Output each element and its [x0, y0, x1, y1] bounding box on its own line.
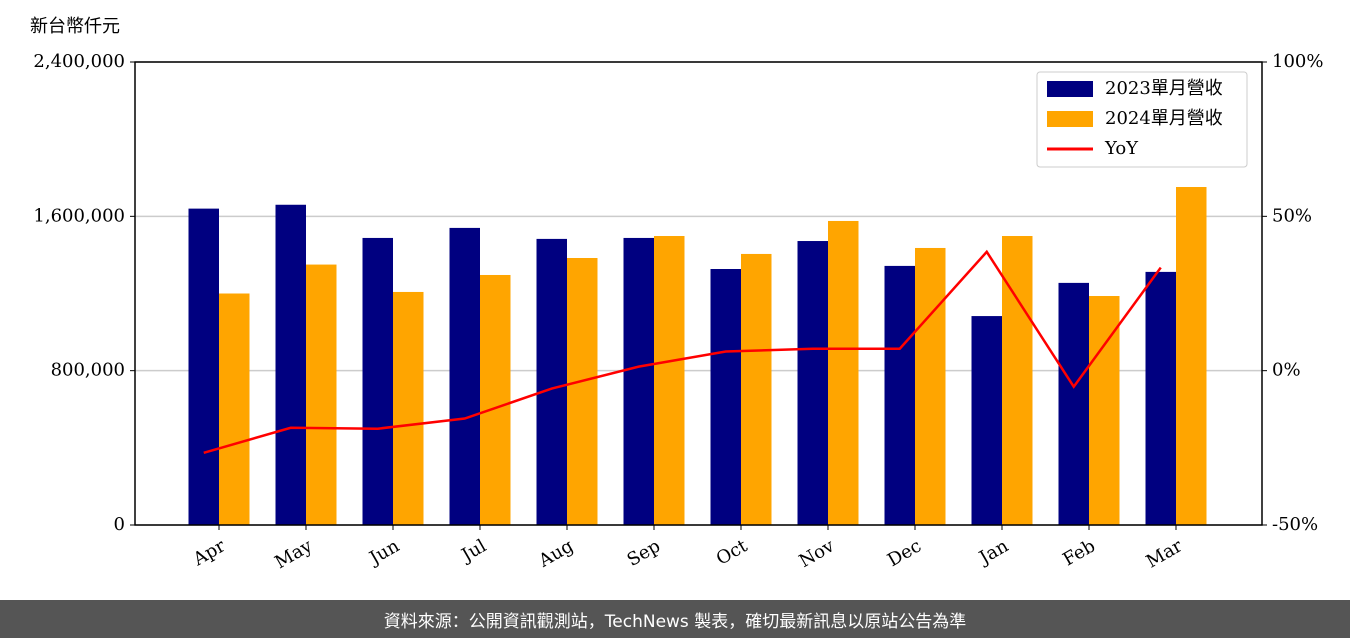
bar — [884, 265, 915, 525]
x-tick-label: Jan — [974, 535, 1012, 569]
legend-label: 2024單月營收 — [1105, 108, 1223, 129]
bar — [623, 237, 654, 525]
bar — [275, 204, 306, 525]
bar — [306, 264, 337, 525]
y2-tick-label: 50% — [1272, 205, 1312, 226]
bar — [393, 291, 424, 525]
x-tick-label: May — [271, 535, 316, 573]
legend-swatch — [1047, 81, 1093, 97]
bar — [1089, 296, 1120, 525]
y-tick-label: 0 — [114, 514, 125, 535]
legend-label: 2023單月營收 — [1105, 78, 1223, 99]
x-tick-label: Jul — [456, 535, 490, 567]
x-tick-label: Apr — [189, 535, 229, 570]
bar — [536, 238, 567, 525]
bar — [915, 247, 946, 525]
bar — [480, 274, 511, 525]
bar — [1145, 271, 1176, 525]
bar — [971, 316, 1002, 525]
plot-frame — [134, 61, 1263, 526]
x-tick-label: Sep — [624, 535, 664, 570]
x-tick-label: Mar — [1143, 535, 1187, 572]
y2-tick-label: -50% — [1272, 514, 1318, 535]
legend-swatch — [1047, 111, 1093, 127]
legend-label: YoY — [1104, 138, 1139, 159]
x-tick-label: Nov — [796, 535, 839, 572]
bar — [188, 208, 219, 525]
bar — [1002, 236, 1033, 525]
bar — [654, 236, 685, 525]
bar — [710, 268, 741, 525]
bar — [567, 258, 598, 525]
x-tick-label: Feb — [1059, 535, 1099, 570]
y-axis-label: 新台幣仟元 — [30, 16, 120, 37]
y-tick-label: 800,000 — [51, 360, 125, 381]
yoy-line — [203, 249, 1162, 454]
x-tick-label: Dec — [884, 535, 925, 571]
bar — [449, 227, 480, 526]
x-tick-label: Aug — [534, 535, 577, 572]
bar — [1058, 282, 1089, 525]
bar — [828, 220, 859, 526]
x-tick-label: Oct — [713, 535, 752, 570]
y2-tick-label: 100% — [1272, 51, 1323, 72]
chart: 新台幣仟元 0 800,000 1,600,000 2,400,000 -50% 0% 50… — [30, 16, 1323, 573]
footer: 資料來源：公開資訊觀測站，TechNews 製表，確切最新訊息以原站公告為準 — [0, 600, 1350, 638]
bar — [362, 237, 393, 525]
x-tick-label: Jun — [364, 535, 403, 570]
bar — [797, 241, 828, 525]
y2-tick-label: 0% — [1272, 360, 1301, 381]
y-tick-label: 1,600,000 — [33, 205, 125, 226]
y-tick-label: 2,400,000 — [33, 51, 125, 72]
bar — [1176, 187, 1207, 525]
bar — [741, 253, 772, 525]
bar — [219, 293, 250, 525]
